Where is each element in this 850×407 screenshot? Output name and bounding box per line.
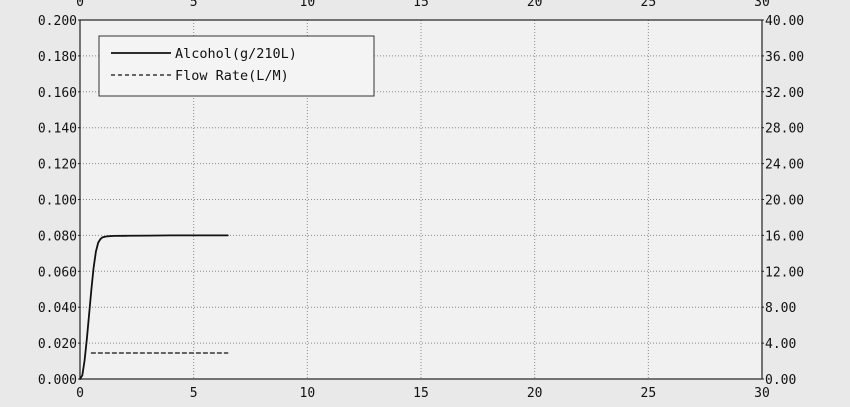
x-tick-label: 20 [527, 386, 543, 401]
x-tick-label: 10 [300, 386, 316, 401]
y2-tick-label: 32.00 [765, 86, 804, 101]
y-tick-label: 0.160 [38, 86, 77, 101]
legend-box [98, 35, 375, 97]
y-tick-label: 0.200 [38, 14, 77, 29]
x-tick-label: 30 [754, 386, 770, 401]
y2-tick-label: 28.00 [765, 122, 804, 137]
y-tick-label: 0.060 [38, 265, 77, 280]
x-tick-label: 25 [641, 386, 657, 401]
y2-tick-label: 8.00 [765, 301, 796, 316]
y2-tick-label: 0.00 [765, 373, 796, 388]
legend: Alcohol(g/210L) Flow Rate(L/M) [98, 35, 375, 97]
y2-tick-label: 24.00 [765, 158, 804, 173]
y-tick-label: 0.080 [38, 229, 77, 244]
x-top-tick-label: 30 [754, 0, 770, 10]
y-tick-label: 0.100 [38, 194, 77, 209]
y2-tick-label: 40.00 [765, 14, 804, 29]
series-line-1 [79, 234, 229, 380]
x-tick-label: 5 [190, 386, 198, 401]
y-tick-label: 0.120 [38, 158, 77, 173]
y-tick-label: 0.040 [38, 301, 77, 316]
legend-label-2: Flow Rate(L/M) [175, 68, 289, 84]
y2-tick-label: 16.00 [765, 229, 804, 244]
y2-tick-label: 36.00 [765, 50, 804, 65]
x-tick-label: 15 [413, 386, 429, 401]
x-tick-label: 0 [76, 386, 84, 401]
y-tick-label: 0.020 [38, 337, 77, 352]
legend-label-1: Alcohol(g/210L) [175, 46, 297, 62]
y-tick-label: 0.000 [38, 373, 77, 388]
y-tick-label: 0.180 [38, 50, 77, 65]
x-top-tick-label: 0 [76, 0, 84, 10]
y2-tick-label: 12.00 [765, 265, 804, 280]
x-top-tick-label: 25 [641, 0, 657, 10]
x-top-tick-label: 20 [527, 0, 543, 10]
series [79, 234, 229, 380]
x-top-tick-label: 5 [190, 0, 198, 10]
x-top-tick-label: 15 [413, 0, 429, 10]
y2-tick-label: 20.00 [765, 194, 804, 209]
y2-tick-label: 4.00 [765, 337, 796, 352]
x-top-tick-label: 10 [300, 0, 316, 10]
axes: 0.0000.0200.0400.0600.0800.1000.1200.140… [38, 0, 804, 401]
y-tick-label: 0.140 [38, 122, 77, 137]
